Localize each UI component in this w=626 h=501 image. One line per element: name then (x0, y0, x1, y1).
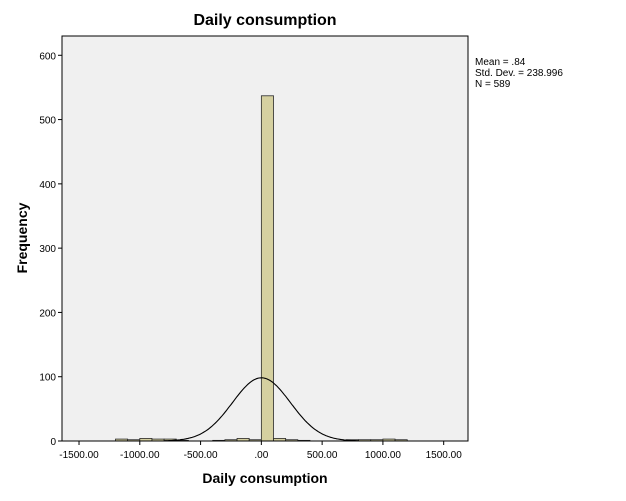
stats-std-dev: Std. Dev. = 238.996 (475, 68, 563, 79)
histogram-bar (260, 95, 274, 442)
normal-curve (164, 377, 359, 442)
x-tick-label: 1500.00 (426, 450, 463, 461)
x-tick-label: -500.00 (184, 450, 218, 461)
x-tick-label: -1000.00 (120, 450, 160, 461)
x-tick-label: .00 (254, 450, 268, 461)
y-tick-label: 0 (50, 437, 56, 448)
stats-mean: Mean = .84 (475, 57, 526, 68)
y-tick-label: 600 (39, 51, 56, 62)
x-tick-label: 500.00 (307, 450, 338, 461)
stats-n: N = 589 (475, 79, 511, 90)
y-tick-label: 500 (39, 116, 56, 127)
x-axis-label: Daily consumption (202, 470, 328, 486)
x-tick-label: -1500.00 (59, 450, 99, 461)
y-tick-label: 400 (39, 180, 56, 191)
plot-frame (61, 35, 469, 442)
stats-box: Mean = .84 Std. Dev. = 238.996 N = 589 (475, 57, 563, 90)
x-tick-label: 1000.00 (365, 450, 402, 461)
y-tick-label: 300 (39, 244, 56, 255)
y-tick-label: 200 (39, 308, 56, 319)
y-tick-label: 100 (39, 373, 56, 384)
chart-title: Daily consumption (193, 12, 337, 29)
